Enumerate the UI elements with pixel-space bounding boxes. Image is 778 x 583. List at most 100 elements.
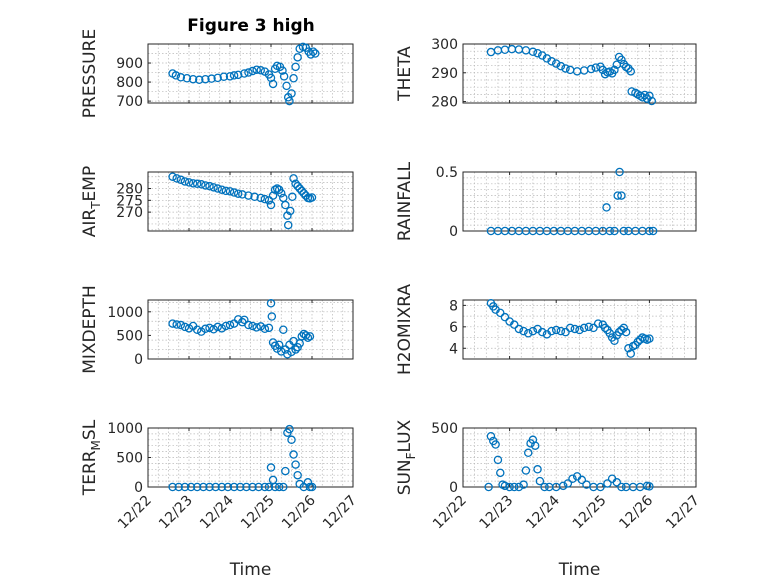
data-point [225, 320, 235, 330]
data-point [612, 478, 622, 487]
x-tick-label: 12/24 [197, 492, 237, 532]
data-point [217, 482, 227, 492]
data-point [496, 308, 505, 318]
axes-frame [462, 427, 697, 488]
data-point [301, 331, 311, 340]
data-point [211, 482, 220, 492]
data-point [610, 65, 619, 75]
data-point [256, 66, 265, 75]
data-point [551, 325, 561, 335]
data-point [617, 482, 626, 492]
panel-7: 0 500 1000 12/22 12/23 12/24 12/25 12/26 12/27 TE… [80, 419, 360, 580]
data-point [268, 79, 278, 89]
data-point [500, 481, 510, 491]
data-point [547, 57, 556, 66]
data-point [268, 475, 278, 485]
data-point [217, 324, 227, 333]
data-point [484, 482, 493, 492]
data-point [194, 75, 204, 85]
y-tick-label: 500 [116, 451, 143, 467]
data-point [297, 332, 306, 341]
data-point [645, 91, 654, 101]
panel-4: 0 0.5 RAINFALL [395, 161, 697, 241]
data-series [486, 44, 656, 106]
data-point [192, 482, 202, 492]
data-series [484, 432, 654, 492]
panel-6: 4 6 8 H2OMIXRA [395, 284, 697, 375]
data-point [240, 69, 249, 78]
data-point [291, 460, 300, 469]
data-point [248, 321, 257, 331]
data-point [266, 463, 276, 472]
data-point [561, 327, 570, 337]
data-point [605, 226, 615, 236]
data-point [533, 465, 542, 474]
data-point [221, 321, 231, 331]
y-axis-label: SUNFLUX [395, 419, 418, 495]
axes-frame [147, 171, 354, 232]
axes-frame [462, 43, 697, 104]
x-tick-label: 12/22 [115, 493, 155, 533]
data-point [589, 323, 598, 333]
x-axis-label: Time [229, 560, 272, 580]
grid-lines [462, 43, 697, 103]
data-point [242, 482, 251, 492]
data-point [510, 482, 519, 492]
data-point [556, 61, 566, 71]
data-point [201, 181, 210, 190]
data-point [528, 326, 538, 336]
data-point [221, 186, 231, 196]
data-point [528, 47, 538, 57]
data-point [521, 46, 531, 55]
data-point [293, 470, 302, 480]
data-point [285, 424, 294, 434]
grid-lines [462, 171, 697, 232]
data-point [303, 478, 313, 487]
data-point [293, 53, 302, 62]
y-tick-label: 500 [431, 421, 458, 437]
data-point [615, 167, 624, 177]
data-point [510, 320, 519, 329]
data-point [281, 200, 290, 210]
data-series [168, 299, 315, 359]
figure-title: Figure 3 high [187, 16, 315, 36]
data-point [626, 67, 636, 76]
data-point [519, 326, 528, 336]
y-tick-label: 280 [431, 95, 458, 111]
data-point [605, 67, 615, 76]
data-point [192, 179, 202, 189]
y-axis-label: H2OMIXRA [395, 284, 415, 375]
panel-1: 700 800 900 PRESSURE [80, 29, 354, 118]
y-axis-label: PRESSURE [80, 29, 100, 118]
data-point [617, 191, 626, 200]
data-point [507, 44, 517, 54]
y-tick-label: 280 [116, 182, 143, 198]
data-point [174, 482, 183, 492]
data-point [282, 81, 291, 91]
axes-frame [147, 299, 354, 360]
y-tick-label: 300 [431, 37, 458, 53]
y-axis-label: AIRTEMP [80, 166, 103, 237]
y-tick-label: 0 [449, 480, 458, 496]
data-point [500, 312, 510, 322]
data-point [266, 299, 276, 308]
data-series [168, 42, 320, 106]
data-point [197, 180, 206, 189]
data-point [180, 177, 190, 186]
data-point [577, 475, 587, 485]
data-point [486, 47, 496, 57]
data-point [276, 188, 286, 198]
data-point [264, 323, 274, 333]
data-point [209, 183, 218, 192]
data-point [311, 49, 320, 58]
data-point [279, 325, 288, 334]
data-point [602, 203, 611, 212]
data-point [514, 324, 524, 334]
y-tick-label: 1000 [107, 421, 143, 437]
data-point [176, 175, 186, 185]
data-point [176, 320, 186, 330]
data-point [287, 89, 296, 98]
data-point [493, 455, 503, 465]
data-point [260, 194, 270, 204]
data-point [514, 482, 524, 492]
